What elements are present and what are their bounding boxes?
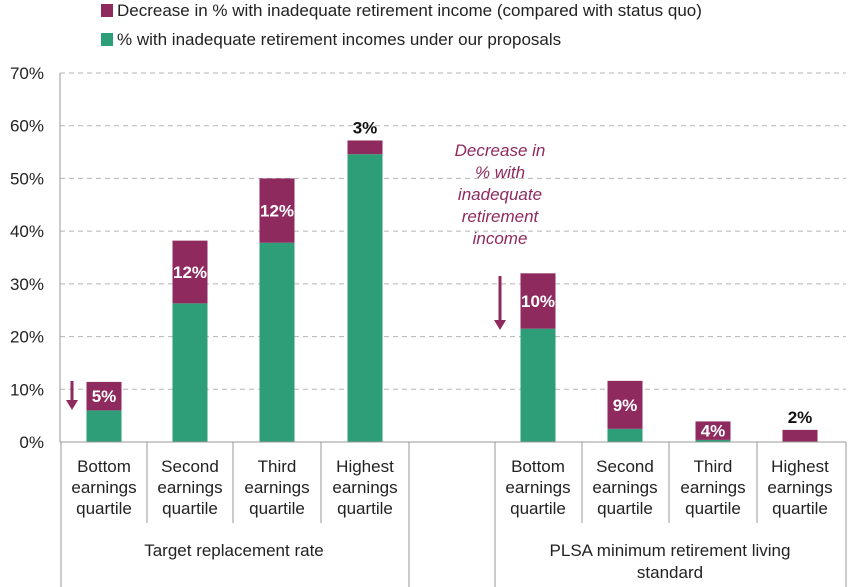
data-label: 12% <box>173 263 207 282</box>
bar-segment-proposals <box>172 303 208 442</box>
y-tick-label: 40% <box>10 222 44 241</box>
y-tick-label: 70% <box>10 64 44 83</box>
category-label-line: quartile <box>76 499 132 518</box>
bar-segment-proposals <box>695 439 731 442</box>
bar-segment-decrease <box>520 273 556 329</box>
bar-segment-decrease <box>86 381 122 411</box>
bar-segment-decrease <box>782 429 818 442</box>
bar-segment-proposals <box>607 428 643 442</box>
category-label-line: quartile <box>510 499 566 518</box>
category-label: Highest earnings quartile <box>332 457 397 518</box>
legend: Decrease in % with inadequate retirement… <box>101 1 702 49</box>
category-label-line: Second <box>596 457 654 476</box>
annotation-line: retirement <box>462 207 540 226</box>
annotation: Decrease in % with inadequate retirement inc… <box>66 141 545 410</box>
data-label: 9% <box>613 396 638 415</box>
annotation-line: Decrease in <box>455 141 546 160</box>
category-label-line: Third <box>694 457 733 476</box>
y-tick-label: 10% <box>10 380 44 399</box>
group-label: PLSA minimum retirement living standard <box>550 541 791 582</box>
y-tick-label: 50% <box>10 169 44 188</box>
bar-segment-proposals <box>347 154 383 442</box>
category-label: Bottom earnings quartile <box>71 457 136 518</box>
data-label: 4% <box>701 422 726 441</box>
category-label: Second earnings quartile <box>592 457 657 518</box>
x-axis: Bottom earnings quartile Second earnings quar… <box>60 441 847 587</box>
decrease-arrow-small-head <box>66 400 78 410</box>
category-label: Bottom earnings quartile <box>505 457 570 518</box>
data-label: 3% <box>353 118 378 137</box>
bar-segment-decrease <box>347 140 383 155</box>
decrease-arrow-head <box>494 320 506 330</box>
data-label: 2% <box>788 408 813 427</box>
bars: 5% 12% 12% 3% 10% 9% 4% 2% <box>86 118 818 442</box>
annotation-line: % with <box>475 163 525 182</box>
y-tick-label: 60% <box>10 117 44 136</box>
category-label-line: Third <box>258 457 297 476</box>
category-label-line: Second <box>161 457 219 476</box>
category-label: Third earnings quartile <box>680 457 745 518</box>
y-tick-label: 30% <box>10 275 44 294</box>
annotation-text: Decrease in % with inadequate retirement inc… <box>455 141 546 248</box>
group-label-line: standard <box>637 563 703 582</box>
bar-segment-decrease <box>695 421 731 440</box>
bar-segment-proposals <box>86 410 122 442</box>
category-label-line: earnings <box>71 478 136 497</box>
group-label-line: PLSA minimum retirement living <box>550 541 791 560</box>
category-label-line: quartile <box>162 499 218 518</box>
category-label-line: Bottom <box>511 457 565 476</box>
category-label-line: Bottom <box>77 457 131 476</box>
y-tick-label: 0% <box>19 433 44 452</box>
data-label: 10% <box>521 292 555 311</box>
legend-label: % with inadequate retirement incomes und… <box>117 30 561 49</box>
data-label: 5% <box>92 387 117 406</box>
category-label-line: earnings <box>157 478 222 497</box>
category-label-line: quartile <box>249 499 305 518</box>
y-tick-label: 20% <box>10 328 44 347</box>
category-label-line: earnings <box>680 478 745 497</box>
category-label: Third earnings quartile <box>244 457 309 518</box>
bar-segment-decrease <box>172 240 208 304</box>
category-label-line: Highest <box>771 457 829 476</box>
bar-segment-decrease <box>259 178 295 243</box>
group-label: Target replacement rate <box>144 541 324 560</box>
category-label-line: earnings <box>592 478 657 497</box>
category-label-line: quartile <box>337 499 393 518</box>
y-axis: 0% 10% 20% 30% 40% 50% 60% 70% <box>10 64 61 452</box>
annotation-line: inadequate <box>458 185 542 204</box>
category-label-line: quartile <box>772 499 828 518</box>
bar-segment-proposals <box>520 328 556 442</box>
legend-swatch <box>101 4 113 17</box>
category-label-line: earnings <box>505 478 570 497</box>
legend-swatch <box>101 33 113 46</box>
category-label-line: earnings <box>332 478 397 497</box>
annotation-line: income <box>473 229 528 248</box>
category-label-line: Highest <box>336 457 394 476</box>
legend-label: Decrease in % with inadequate retirement… <box>117 1 702 20</box>
category-label-line: quartile <box>685 499 741 518</box>
bar-segment-proposals <box>259 242 295 442</box>
bar-segment-decrease <box>607 380 643 429</box>
category-label: Second earnings quartile <box>157 457 222 518</box>
category-label-line: earnings <box>244 478 309 497</box>
data-label: 12% <box>260 202 294 221</box>
category-label: Highest earnings quartile <box>767 457 832 518</box>
category-label-line: quartile <box>597 499 653 518</box>
category-label-line: earnings <box>767 478 832 497</box>
